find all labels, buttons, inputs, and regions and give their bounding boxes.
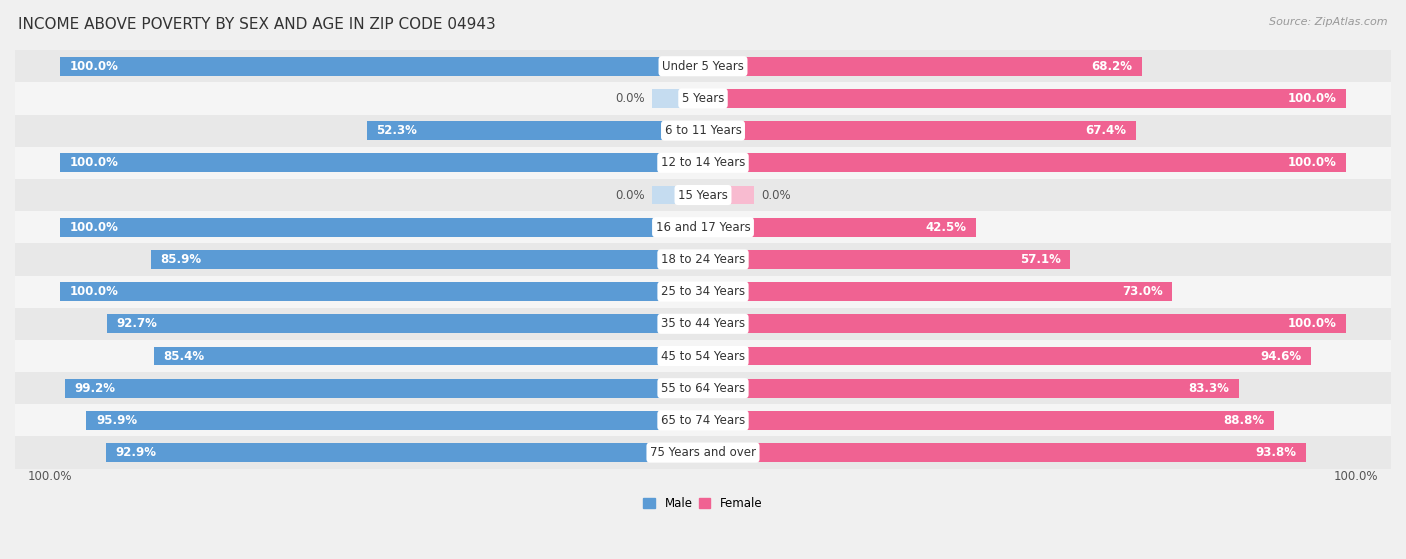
Text: 100.0%: 100.0%: [1288, 157, 1336, 169]
Bar: [651, 89, 703, 108]
Bar: [0, 115, 1406, 146]
Text: 75 Years and over: 75 Years and over: [650, 446, 756, 459]
Bar: [0, 372, 1406, 404]
Text: 85.4%: 85.4%: [163, 349, 205, 362]
Text: 95.9%: 95.9%: [96, 414, 138, 427]
Text: 16 and 17 Years: 16 and 17 Years: [655, 221, 751, 234]
Text: Source: ZipAtlas.com: Source: ZipAtlas.com: [1270, 17, 1388, 27]
Text: 5 Years: 5 Years: [682, 92, 724, 105]
Bar: [150, 250, 703, 269]
Bar: [60, 154, 703, 172]
Text: 68.2%: 68.2%: [1091, 60, 1132, 73]
Bar: [0, 243, 1406, 276]
Bar: [0, 340, 1406, 372]
Text: 67.4%: 67.4%: [1085, 124, 1126, 137]
Bar: [703, 186, 755, 205]
Bar: [107, 315, 703, 333]
Bar: [703, 315, 1346, 333]
Text: 42.5%: 42.5%: [925, 221, 967, 234]
Text: 100.0%: 100.0%: [70, 285, 118, 298]
Text: 99.2%: 99.2%: [75, 382, 115, 395]
Text: 100.0%: 100.0%: [28, 470, 72, 484]
Text: 15 Years: 15 Years: [678, 188, 728, 202]
Text: 52.3%: 52.3%: [377, 124, 418, 137]
Bar: [0, 179, 1406, 211]
Bar: [0, 307, 1406, 340]
Bar: [65, 379, 703, 397]
Bar: [153, 347, 703, 366]
Text: 0.0%: 0.0%: [616, 92, 645, 105]
Bar: [703, 347, 1312, 366]
Legend: Male, Female: Male, Female: [638, 492, 768, 515]
Text: 35 to 44 Years: 35 to 44 Years: [661, 318, 745, 330]
Text: 100.0%: 100.0%: [70, 157, 118, 169]
Bar: [60, 57, 703, 75]
Text: 88.8%: 88.8%: [1223, 414, 1264, 427]
Text: 55 to 64 Years: 55 to 64 Years: [661, 382, 745, 395]
Text: 83.3%: 83.3%: [1188, 382, 1229, 395]
Text: 0.0%: 0.0%: [761, 188, 790, 202]
Bar: [703, 250, 1070, 269]
Text: 12 to 14 Years: 12 to 14 Years: [661, 157, 745, 169]
Text: 100.0%: 100.0%: [70, 221, 118, 234]
Text: 65 to 74 Years: 65 to 74 Years: [661, 414, 745, 427]
Text: 92.9%: 92.9%: [115, 446, 156, 459]
Bar: [0, 146, 1406, 179]
Bar: [86, 411, 703, 430]
Text: 100.0%: 100.0%: [1334, 470, 1378, 484]
Text: 100.0%: 100.0%: [70, 60, 118, 73]
Bar: [105, 443, 703, 462]
Bar: [60, 218, 703, 236]
Text: 25 to 34 Years: 25 to 34 Years: [661, 285, 745, 298]
Bar: [703, 57, 1142, 75]
Bar: [703, 282, 1173, 301]
Text: 85.9%: 85.9%: [160, 253, 201, 266]
Text: 100.0%: 100.0%: [1288, 318, 1336, 330]
Text: INCOME ABOVE POVERTY BY SEX AND AGE IN ZIP CODE 04943: INCOME ABOVE POVERTY BY SEX AND AGE IN Z…: [18, 17, 496, 32]
Bar: [0, 404, 1406, 437]
Text: 45 to 54 Years: 45 to 54 Years: [661, 349, 745, 362]
Bar: [651, 186, 703, 205]
Bar: [703, 154, 1346, 172]
Bar: [703, 411, 1274, 430]
Text: Under 5 Years: Under 5 Years: [662, 60, 744, 73]
Bar: [703, 121, 1136, 140]
Text: 92.7%: 92.7%: [117, 318, 157, 330]
Bar: [0, 211, 1406, 243]
Text: 6 to 11 Years: 6 to 11 Years: [665, 124, 741, 137]
Text: 100.0%: 100.0%: [1288, 92, 1336, 105]
Bar: [0, 276, 1406, 307]
Bar: [0, 437, 1406, 468]
Bar: [60, 282, 703, 301]
Bar: [703, 218, 976, 236]
Bar: [703, 443, 1306, 462]
Bar: [367, 121, 703, 140]
Bar: [703, 379, 1239, 397]
Bar: [703, 89, 1346, 108]
Text: 73.0%: 73.0%: [1122, 285, 1163, 298]
Text: 57.1%: 57.1%: [1019, 253, 1060, 266]
Bar: [0, 82, 1406, 115]
Bar: [0, 50, 1406, 82]
Text: 0.0%: 0.0%: [616, 188, 645, 202]
Text: 94.6%: 94.6%: [1261, 349, 1302, 362]
Text: 93.8%: 93.8%: [1256, 446, 1296, 459]
Text: 18 to 24 Years: 18 to 24 Years: [661, 253, 745, 266]
